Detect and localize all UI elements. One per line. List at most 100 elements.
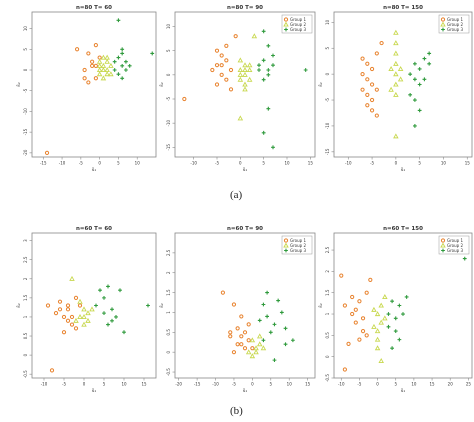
- point-2: [96, 71, 103, 77]
- point-3: [272, 322, 277, 327]
- y-axis-label: ŝ₂: [158, 82, 165, 87]
- legend-marker-1: [440, 17, 446, 22]
- y-tick-label: -15: [325, 148, 330, 155]
- legend-label: Group 3: [290, 248, 306, 253]
- x-tick-label: 20: [448, 382, 454, 387]
- x-tick-label: 5: [270, 382, 273, 387]
- point-1: [239, 334, 244, 339]
- point-1: [220, 290, 225, 295]
- point-1: [231, 302, 237, 307]
- legend-label: Group 1: [290, 238, 306, 243]
- point-2: [393, 50, 399, 56]
- x-axis-label: ŝ₁: [92, 387, 97, 394]
- point-3: [261, 77, 266, 82]
- x-tick-label: 0: [251, 382, 254, 387]
- point-1: [368, 277, 373, 283]
- point-1: [73, 295, 79, 300]
- point-3: [412, 77, 417, 82]
- point-3: [120, 76, 125, 81]
- x-tick-label: 10: [287, 382, 293, 387]
- point-1: [97, 55, 102, 60]
- point-2: [73, 317, 79, 323]
- point-1: [90, 63, 95, 68]
- point-1: [342, 367, 347, 372]
- point-2: [81, 306, 87, 312]
- y-tick-label: 2: [23, 277, 28, 280]
- point-3: [94, 303, 98, 308]
- point-1: [182, 96, 187, 102]
- point-1: [224, 58, 229, 63]
- point-3: [261, 58, 266, 63]
- point-1: [365, 92, 370, 97]
- point-2: [104, 67, 110, 73]
- legend-label: Group 3: [290, 27, 306, 32]
- legend-box: [281, 235, 313, 255]
- y-tick-label: 0.5: [166, 329, 171, 336]
- x-axis-label: ŝ₁: [243, 166, 248, 173]
- y-tick-label: -10: [23, 108, 28, 115]
- point-1: [219, 53, 224, 58]
- legend-marker-3: [441, 248, 445, 253]
- point-1: [246, 322, 251, 327]
- point-3: [266, 72, 271, 77]
- point-2: [382, 294, 388, 300]
- point-2: [69, 275, 75, 281]
- point-1: [228, 330, 233, 335]
- y-axis-label: ŝ₂: [15, 82, 22, 87]
- point-2: [104, 54, 110, 60]
- point-1: [239, 314, 244, 319]
- point-3: [120, 47, 125, 52]
- y-tick-label: -0.5: [166, 368, 171, 376]
- x-axis-label: ŝ₁: [92, 166, 97, 173]
- point-3: [102, 311, 106, 316]
- x-tick-label: -15: [40, 161, 47, 166]
- point-3: [393, 329, 398, 333]
- point-1: [357, 337, 362, 342]
- x-tick-label: 0: [98, 161, 101, 166]
- point-2: [246, 62, 253, 68]
- y-tick-label: -20: [23, 149, 28, 156]
- point-1: [45, 303, 51, 308]
- point-1: [360, 87, 365, 92]
- point-1: [250, 346, 255, 351]
- point-1: [228, 87, 234, 92]
- point-1: [231, 350, 237, 355]
- point-1: [214, 82, 220, 87]
- point-3: [116, 18, 121, 23]
- scatter-panel-1: n=80 T= 60 -15 -10 -5 0 5 10 -20 -15 -10 -5 0 5 10 ŝ₁ ŝ…: [15, 5, 157, 173]
- point-2: [253, 349, 259, 355]
- point-1: [374, 51, 379, 56]
- scatter-panel-2: n=80 T= 90 -10 -5 0 5 10 15 -15 -10 -5 0 5 10 ŝ₁ ŝ₂ Gro…: [158, 5, 316, 173]
- point-3: [124, 59, 128, 64]
- point-3: [303, 68, 308, 72]
- y-tick-label: 2.5: [325, 246, 330, 253]
- point-2: [393, 60, 399, 66]
- point-1: [93, 76, 98, 81]
- legend-label: Group 3: [447, 248, 463, 253]
- point-1: [53, 311, 59, 316]
- point-3: [257, 68, 261, 72]
- x-tick-label: -20: [175, 382, 182, 387]
- y-tick-label: 0: [23, 68, 28, 71]
- point-3: [271, 145, 275, 150]
- point-3: [118, 288, 122, 293]
- point-1: [93, 63, 98, 68]
- point-3: [408, 92, 413, 97]
- point-1: [235, 326, 240, 331]
- point-3: [257, 318, 262, 323]
- point-3: [268, 330, 273, 335]
- point-3: [122, 330, 126, 335]
- point-1: [86, 51, 91, 56]
- point-3: [283, 342, 288, 347]
- point-1: [379, 40, 384, 46]
- point-3: [412, 98, 417, 102]
- point-2: [397, 66, 404, 72]
- point-3: [417, 108, 422, 113]
- y-tick-label: -5: [23, 88, 28, 92]
- point-1: [246, 338, 251, 343]
- point-1: [369, 108, 375, 113]
- x-axis-label: ŝ₁: [401, 387, 406, 394]
- point-3: [120, 63, 125, 68]
- legend-marker-2: [440, 242, 446, 248]
